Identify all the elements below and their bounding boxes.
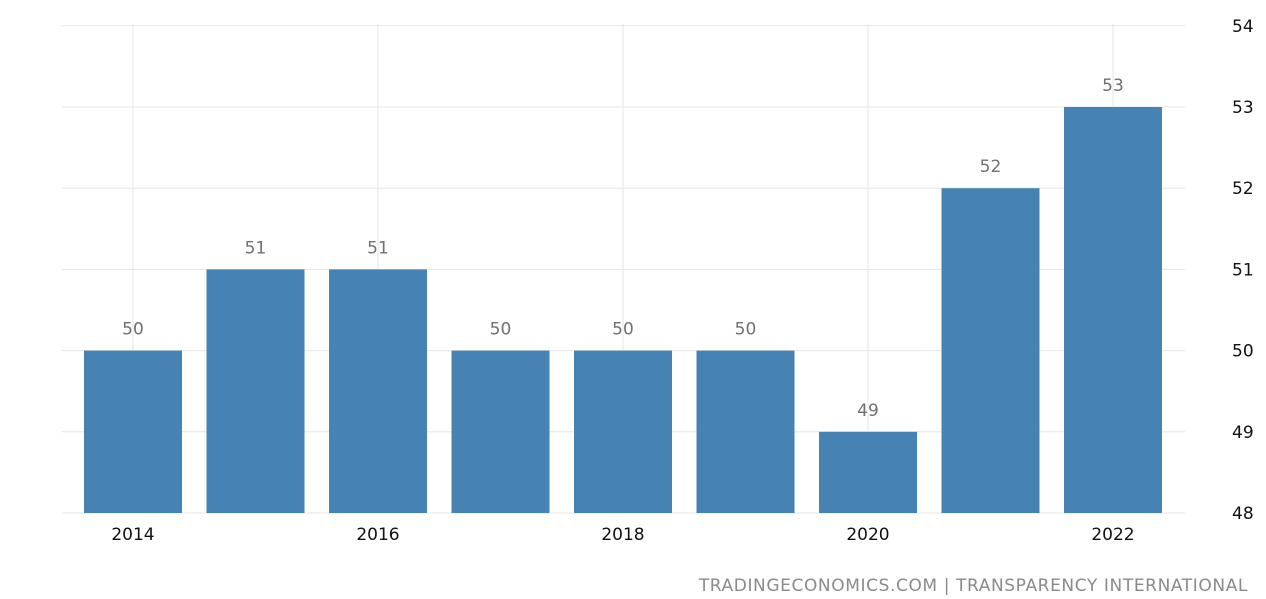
source-attribution: TRADINGECONOMICS.COM | TRANSPARENCY INTE… — [698, 576, 1248, 596]
bar-2015 — [206, 269, 305, 513]
y-tick-label: 48 — [1232, 504, 1254, 524]
y-tick-label: 52 — [1232, 179, 1254, 199]
bar-2014 — [84, 350, 182, 513]
value-labels: 50 51 51 50 50 50 49 52 53 — [122, 76, 1124, 421]
bar-2022 — [1064, 107, 1162, 513]
data-label: 50 — [735, 320, 757, 340]
x-axis-ticks: 2014 2016 2018 2020 2022 — [111, 525, 1134, 545]
data-label: 49 — [857, 401, 879, 421]
bar-2019 — [696, 350, 795, 513]
bar-2017 — [451, 350, 550, 513]
bar-2021 — [941, 188, 1040, 513]
y-tick-label: 49 — [1232, 423, 1254, 443]
x-tick-label: 2014 — [111, 525, 154, 545]
data-label: 51 — [367, 238, 389, 258]
data-label: 50 — [612, 320, 634, 340]
x-tick-label: 2016 — [356, 525, 399, 545]
x-tick-label: 2020 — [846, 525, 889, 545]
data-label: 50 — [490, 320, 512, 340]
x-tick-label: 2018 — [601, 525, 644, 545]
y-axis-ticks: 48 49 50 51 52 53 54 — [1232, 17, 1254, 524]
y-tick-label: 50 — [1232, 342, 1254, 362]
y-tick-label: 54 — [1232, 17, 1254, 37]
bar-2016 — [329, 269, 427, 513]
y-tick-label: 53 — [1232, 98, 1254, 118]
y-tick-label: 51 — [1232, 260, 1254, 280]
x-tick-label: 2022 — [1091, 525, 1134, 545]
data-label: 51 — [245, 238, 267, 258]
data-label: 53 — [1102, 76, 1124, 96]
data-label: 52 — [980, 157, 1002, 177]
data-label: 50 — [122, 320, 144, 340]
bar-2018 — [574, 350, 672, 513]
bars — [84, 107, 1162, 513]
bar-2020 — [819, 431, 917, 513]
